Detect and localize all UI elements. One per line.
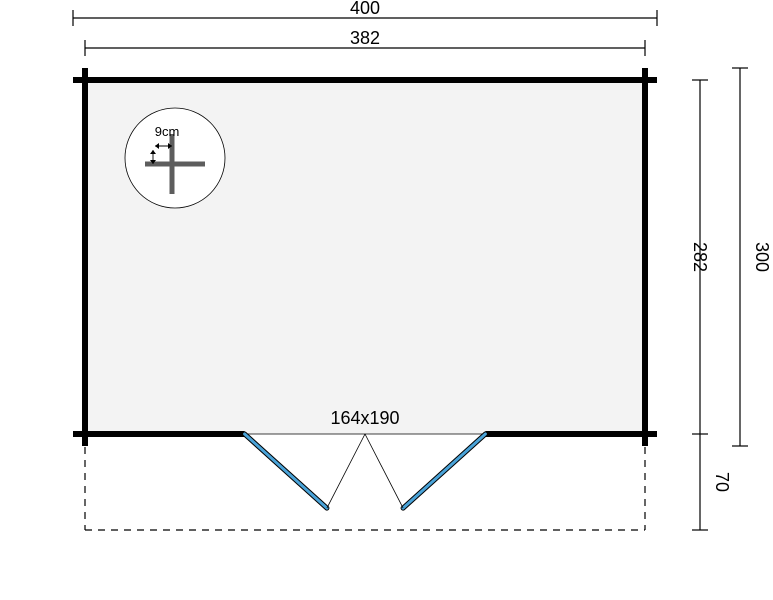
door-swing-right bbox=[365, 434, 403, 508]
dim-swing-label: 70 bbox=[712, 472, 732, 492]
door-leaf-left bbox=[245, 434, 327, 508]
door-swing-left bbox=[327, 434, 365, 508]
corner-detail-circle bbox=[125, 108, 225, 208]
dim-top-outer-label: 400 bbox=[350, 0, 380, 18]
dim-right-inner-label: 282 bbox=[690, 242, 710, 272]
dim-right-outer-label: 300 bbox=[752, 242, 772, 272]
dim-top-inner-label: 382 bbox=[350, 28, 380, 48]
corner-detail-label: 9cm bbox=[155, 124, 180, 139]
door-leaf-right bbox=[403, 434, 485, 508]
door-size-label: 164x190 bbox=[330, 408, 399, 428]
